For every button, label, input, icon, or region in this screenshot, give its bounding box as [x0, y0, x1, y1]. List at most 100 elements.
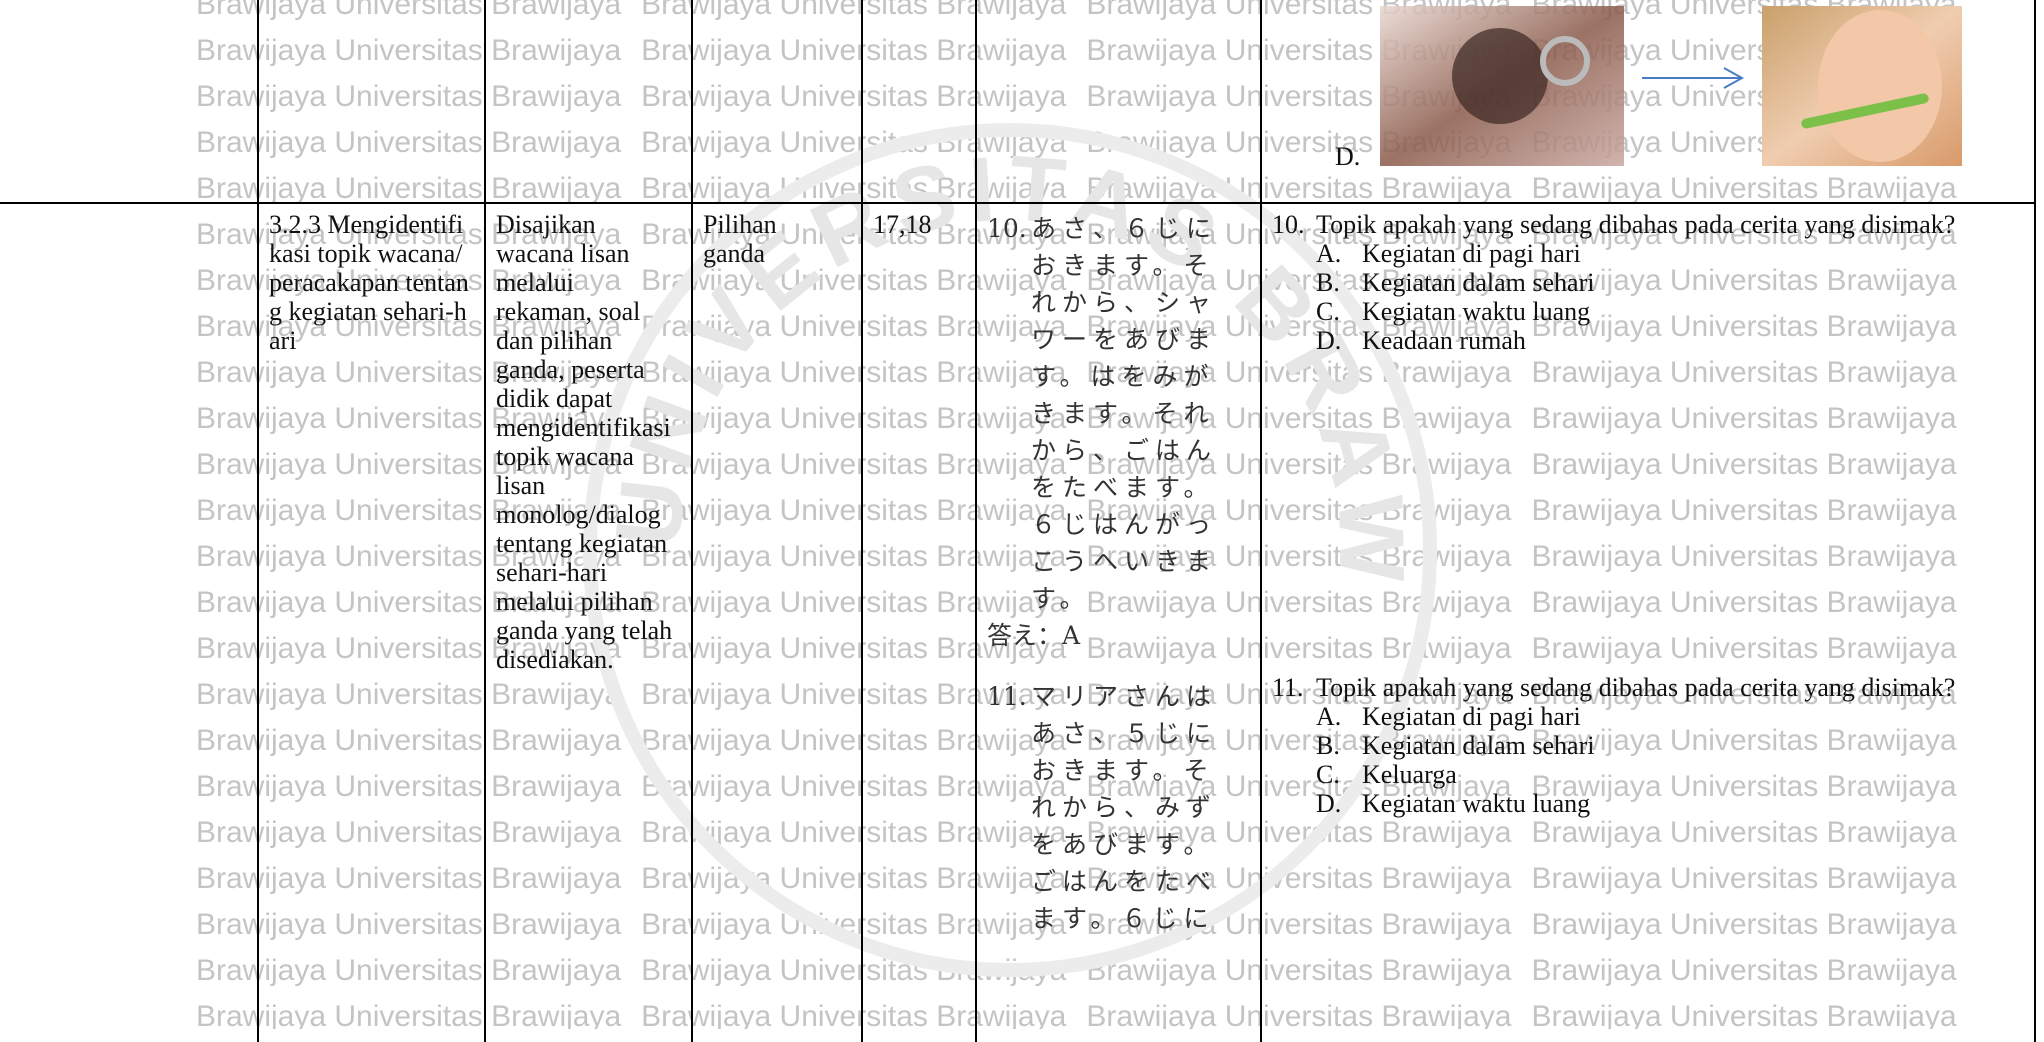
watermark-text: Brawijaya Universitas Brawijaya — [641, 1000, 1067, 1029]
watermark-text: Brawijaya Universitas Brawijaya — [1531, 816, 1957, 849]
watermark-text: Brawijaya Universitas Brawijaya — [641, 632, 1067, 665]
watermark-line: Brawijaya Universitas Brawijaya Brawijaya… — [196, 0, 1977, 22]
watermark-text: Brawijaya Universitas Brawijaya — [641, 264, 1067, 297]
watermark-text: Brawijaya Universitas Brawijaya — [641, 540, 1067, 573]
watermark-text: Brawijaya Universitas Brawijaya — [1086, 402, 1512, 435]
option-label: D. — [1316, 789, 1342, 818]
watermark-text: Brawijaya Universitas Brawijaya — [1086, 954, 1512, 987]
option-label: C. — [1316, 297, 1340, 326]
option-label: D. — [1335, 142, 1361, 171]
form: Pilihan ganda — [703, 210, 777, 268]
watermark-text: Brawijaya Universitas Brawijaya — [641, 356, 1067, 389]
watermark-line: Brawijaya Universitas Brawijaya Brawijaya… — [196, 356, 1977, 390]
watermark-text: Brawijaya Universitas Brawijaya — [1531, 724, 1957, 757]
answer: 答え：A — [987, 621, 1081, 650]
watermark-line: Brawijaya Universitas Brawijaya Brawijaya… — [196, 264, 1977, 298]
watermark-text: Brawijaya Universitas Brawijaya — [1086, 264, 1512, 297]
watermark-text: Brawijaya Universitas Brawijaya — [1531, 172, 1957, 205]
script-item: 11. マリアさんはあさ、５じにおきます。それから、みずをあびます。ごはんをたべま… — [987, 678, 1250, 937]
option-text: Kegiatan dalam sehari — [1362, 268, 1595, 297]
watermark-text: Brawijaya Universitas Brawijaya — [1086, 862, 1512, 895]
watermark-text: Brawijaya Universitas Brawijaya — [641, 310, 1067, 343]
watermark-text: Brawijaya Universitas Brawijaya — [1086, 540, 1512, 573]
option-label: C. — [1316, 760, 1340, 789]
cell — [0, 0, 257, 204]
option-text: Kegiatan di pagi hari — [1362, 239, 1581, 268]
logo-ring — [583, 123, 1437, 977]
cell — [484, 0, 691, 204]
watermark-text: Brawijaya Universitas Brawijaya — [641, 494, 1067, 527]
script-item: 10. あさ、６じにおきます。それから、シャワーをあびます。はをみがきます。それか… — [987, 210, 1250, 617]
watermark-text: Brawijaya Universitas Brawijaya — [196, 494, 622, 527]
question-body: Topik apakah yang sedang dibahas pada ce… — [1316, 210, 2016, 355]
watermark-text: Brawijaya Universitas Brawijaya — [196, 310, 622, 343]
watermark-text: Brawijaya Universitas Brawijaya — [641, 448, 1067, 481]
cell — [691, 0, 861, 204]
option: C. Keluarga — [1316, 760, 2016, 789]
watermark-text: Brawijaya Universitas Brawijaya — [196, 816, 622, 849]
watermark-text: Brawijaya Universitas Brawijaya — [1086, 172, 1512, 205]
watermark-text: Brawijaya Universitas Brawijaya — [196, 586, 622, 619]
option-label: A. — [1316, 239, 1342, 268]
option-text: Kegiatan waktu luang — [1362, 789, 1591, 818]
photo-detail — [1801, 93, 1929, 129]
watermark-line: Brawijaya Universitas Brawijaya Brawijaya… — [196, 632, 1977, 666]
watermark-line: Brawijaya Universitas Brawijaya Brawijaya… — [196, 862, 1977, 896]
script-cell: 10. あさ、６じにおきます。それから、シャワーをあびます。はをみがきます。それか… — [975, 202, 1260, 1042]
watermark-text: Brawijaya Universitas Brawijaya — [196, 540, 622, 573]
option-text: Kegiatan di pagi hari — [1362, 702, 1581, 731]
watermark-line: Brawijaya Universitas Brawijaya Brawijaya… — [196, 402, 1977, 436]
watermark-line: Brawijaya Universitas Brawijaya Brawijaya… — [196, 494, 1977, 528]
watermark-text: Brawijaya Universitas Brawijaya — [196, 402, 622, 435]
item-number: 10. — [1272, 210, 1305, 239]
watermark-text: Brawijaya Universitas Brawijaya — [196, 632, 622, 665]
watermark-text: Brawijaya Universitas Brawijaya — [641, 172, 1067, 205]
option-text: Keluarga — [1362, 760, 1457, 789]
description: Disajikan wacana lisan melalui rekaman, … — [496, 210, 673, 674]
watermark-text: Brawijaya Universitas Brawijaya — [1086, 448, 1512, 481]
watermark-line: Brawijaya Universitas Brawijaya Brawijaya… — [196, 678, 1977, 712]
watermark-text: Brawijaya Universitas Brawijaya — [1086, 678, 1512, 711]
watermark-text: Brawijaya Universitas Brawijaya — [1531, 954, 1957, 987]
cell: D. — [1260, 0, 2036, 204]
watermark-text: Brawijaya Universitas Brawijaya — [196, 172, 622, 205]
option: D. Keadaan rumah — [1316, 326, 2016, 355]
watermark-text: Brawijaya Universitas Brawijaya — [1531, 770, 1957, 803]
watermark-text: Brawijaya Universitas Brawijaya — [196, 126, 622, 159]
item-number: 11. — [987, 682, 1027, 711]
logo: UNIVERSITAS BRAWIJAYA — [560, 100, 1437, 977]
watermark-text: Brawijaya Universitas Brawijaya — [196, 356, 622, 389]
option-text: Kegiatan dalam sehari — [1362, 731, 1595, 760]
watermark-text: Brawijaya Universitas Brawijaya — [196, 862, 622, 895]
photo-detail — [1452, 28, 1548, 124]
script-text: あさ、６じにおきます。それから、シャワーをあびます。はをみがきます。それから、ご… — [1031, 214, 1218, 613]
watermark-line: Brawijaya Universitas Brawijaya Brawijaya… — [196, 1000, 1977, 1029]
question-text: Topik apakah yang sedang dibahas pada ce… — [1316, 210, 1956, 239]
indicator: 3.2.3 Mengidentifikasi topik wacana/ per… — [269, 210, 469, 355]
watermark-text: Brawijaya Universitas Brawijaya — [1531, 586, 1957, 619]
watermark-text: Brawijaya Universitas Brawijaya — [641, 724, 1067, 757]
watermark-line: Brawijaya Universitas Brawijaya Brawijaya… — [196, 954, 1977, 988]
watermark-line: Brawijaya Universitas Brawijaya Brawijaya… — [196, 310, 1977, 344]
watermark-text: Brawijaya Universitas Brawijaya — [1531, 540, 1957, 573]
option-label: A. — [1316, 702, 1342, 731]
option: A. Kegiatan di pagi hari — [1316, 702, 2016, 731]
option: B. Kegiatan dalam sehari — [1316, 268, 2016, 297]
question-body: Topik apakah yang sedang dibahas pada ce… — [1316, 673, 2016, 818]
watermark-text: Brawijaya Universitas Brawijaya — [1531, 264, 1957, 297]
cell — [257, 0, 484, 204]
watermark-text: Brawijaya Universitas Brawijaya — [196, 908, 622, 941]
watermark-text: Brawijaya Universitas Brawijaya — [1531, 448, 1957, 481]
watermark-text: Brawijaya Universitas Brawijaya — [1086, 356, 1512, 389]
watermark-text: Brawijaya Universitas Brawijaya — [1086, 310, 1512, 343]
watermark-line: Brawijaya Universitas Brawijaya Brawijaya… — [196, 724, 1977, 758]
watermark-text: Brawijaya Universitas Brawijaya — [1086, 586, 1512, 619]
option: A. Kegiatan di pagi hari — [1316, 239, 2016, 268]
option-text: Keadaan rumah — [1362, 326, 1526, 355]
watermark-text: Brawijaya Universitas Brawijaya — [196, 1000, 622, 1029]
watermark-text: Brawijaya Universitas Brawijaya — [196, 678, 622, 711]
watermark-text: Brawijaya Universitas Brawijaya — [1531, 218, 1957, 251]
watermark-text: Brawijaya Universitas Brawijaya — [196, 724, 622, 757]
